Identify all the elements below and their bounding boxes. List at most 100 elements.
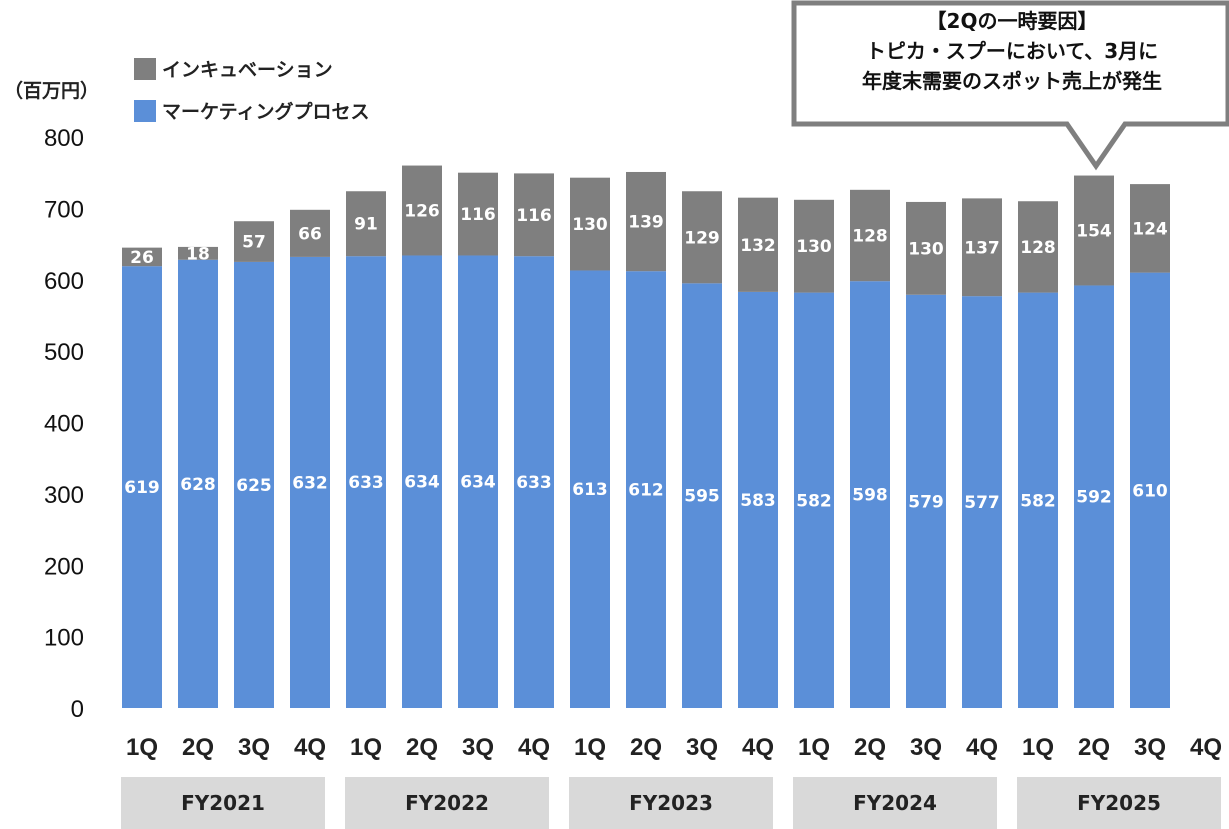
bar-incubation [402,165,442,256]
x-tick-label: 4Q [742,734,774,761]
data-label-marketing: 598 [852,486,888,506]
bar-incubation [178,246,218,260]
bar-incubation [1130,184,1170,273]
bar-marketing [626,271,666,708]
bar-incubation [850,189,890,282]
bar-marketing [122,266,162,708]
callout-text: 【2Qの一時要因】 トピカ・スプーにおいて、3月に 年度末需要のスポット売上が発… [796,6,1228,96]
x-tick-label: 3Q [462,734,494,761]
data-label-incubation: 116 [516,206,552,226]
x-tick-label: 2Q [630,734,662,761]
legend-label-incubation: インキュベーション [162,59,333,81]
x-tick-label: 2Q [1078,734,1110,761]
bar-incubation [626,171,666,272]
y-tick-label: 400 [44,411,84,438]
data-label-incubation: 66 [298,224,322,244]
x-tick-label: 1Q [126,734,158,761]
fy-band-2022: FY2022 [345,777,549,829]
bar-marketing [1130,272,1170,708]
bar-marketing [290,256,330,708]
bar-incubation [234,221,274,262]
callout-line-1: 【2Qの一時要因】 [926,9,1098,33]
bar-marketing [850,281,890,708]
bar-marketing [514,256,554,708]
fy-band-2021: FY2021 [121,777,325,829]
data-label-marketing: 628 [180,475,216,495]
data-label-incubation: 128 [1020,238,1056,258]
data-label-marketing: 595 [684,487,720,507]
data-label-marketing: 583 [740,491,776,511]
x-tick-label: 4Q [518,734,550,761]
x-tick-label: 2Q [182,734,214,761]
x-tick-label: 1Q [798,734,830,761]
bar-incubation [346,191,386,257]
fy-band-2024: FY2024 [793,777,997,829]
data-label-marketing: 633 [516,473,552,493]
bar-marketing [570,270,610,708]
bar-incubation [906,201,946,295]
x-tick-label: 4Q [1190,734,1222,761]
data-label-incubation: 91 [354,215,378,235]
data-label-marketing: 612 [628,481,664,501]
bar-marketing [234,261,274,708]
callout-line-3: 年度末需要のスポット売上が発生 [862,69,1162,93]
x-tick-label: 4Q [294,734,326,761]
x-tick-label: 2Q [854,734,886,761]
bar-incubation [1018,201,1058,293]
data-label-incubation: 129 [684,228,720,248]
data-label-incubation: 130 [572,215,608,235]
data-label-marketing: 579 [908,492,944,512]
data-label-incubation: 124 [1132,219,1168,239]
data-label-incubation: 128 [852,226,888,246]
x-tick-label: 3Q [910,734,942,761]
data-label-incubation: 116 [460,205,496,225]
legend-label-marketing: マーケティングプロセス [162,101,370,123]
bar-marketing [1018,292,1058,708]
data-label-marketing: 592 [1076,488,1112,508]
y-tick-label: 500 [44,339,84,366]
bar-incubation [738,197,778,292]
data-label-incubation: 137 [964,238,1000,258]
legend-swatch-incubation [134,57,156,80]
data-label-incubation: 57 [242,233,266,253]
data-label-incubation: 132 [740,236,776,256]
fy-band-2025: FY2025 [1017,777,1221,829]
data-label-incubation: 139 [628,213,664,233]
bar-incubation [1074,175,1114,286]
callout-box [791,0,1229,171]
bar-incubation [122,247,162,267]
bar-incubation [570,177,610,271]
bar-marketing [402,255,442,709]
x-tick-label: 3Q [238,734,270,761]
data-label-marketing: 577 [964,493,1000,513]
bar-incubation [458,172,498,256]
legend-swatch-marketing [134,99,156,122]
bar-marketing [906,294,946,708]
data-label-incubation: 130 [796,237,832,257]
bar-marketing [682,283,722,708]
data-label-marketing: 634 [404,473,440,493]
bar-marketing [346,256,386,708]
data-label-incubation: 26 [130,248,154,268]
bar-marketing [178,259,218,708]
y-tick-label: 600 [44,268,84,295]
legend-item-marketing: マーケティングプロセス [134,97,369,124]
data-label-marketing: 619 [124,478,160,498]
data-label-incubation: 130 [908,239,944,259]
bar-marketing [1074,285,1114,708]
data-label-marketing: 610 [1132,481,1168,501]
bar-marketing [458,255,498,709]
legend-item-incubation: インキュベーション [134,55,333,82]
bar-marketing [794,292,834,708]
data-label-marketing: 613 [572,480,608,500]
data-label-marketing: 634 [460,473,496,493]
unit-label: （百万円） [4,80,100,102]
x-tick-label: 4Q [966,734,998,761]
bar-incubation [290,209,330,257]
y-tick-label: 800 [44,125,84,152]
bar-incubation [794,199,834,293]
callout-line-2: トピカ・スプーにおいて、3月に [865,39,1159,63]
bar-marketing [738,291,778,708]
y-tick-label: 300 [44,482,84,509]
